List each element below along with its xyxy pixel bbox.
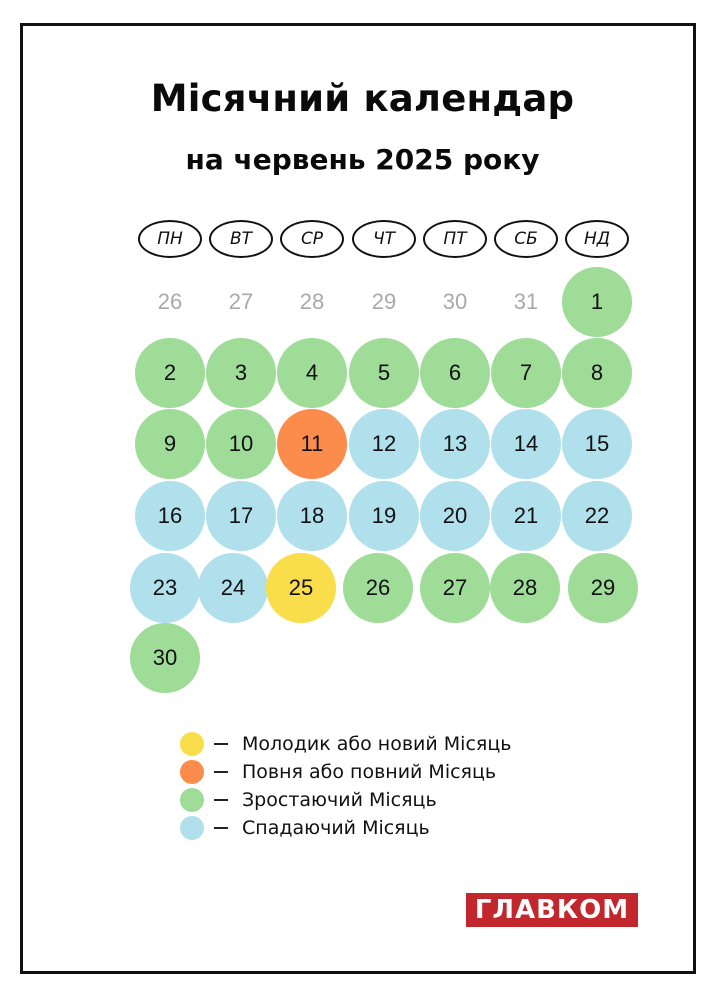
day-cell: 30	[130, 623, 200, 693]
weekday-label: ПТ	[423, 220, 487, 258]
day-cell: 24	[198, 553, 268, 623]
legend-item: Зростаючий Місяць	[180, 786, 511, 814]
legend-item: Повня або повний Місяць	[180, 758, 511, 786]
day-cell: 15	[562, 409, 632, 479]
legend-label: Зростаючий Місяць	[242, 789, 437, 811]
legend: Молодик або новий Місяць Повня або повний…	[180, 730, 511, 842]
day-cell: 10	[206, 409, 276, 479]
day-cell: 28	[490, 553, 560, 623]
day-cell: 21	[491, 481, 561, 551]
page-subtitle: на червень 2025 року	[185, 143, 540, 176]
day-cell: 9	[135, 409, 205, 479]
weekday-label: ЧТ	[352, 220, 416, 258]
weekday-label: НД	[565, 220, 629, 258]
prev-month-day: 29	[371, 289, 397, 314]
legend-item: Спадаючий Місяць	[180, 814, 511, 842]
day-cell: 6	[420, 338, 490, 408]
day-cell: 19	[349, 481, 419, 551]
legend-dot-icon	[180, 816, 204, 840]
day-cell: 4	[277, 338, 347, 408]
day-cell: 2	[135, 338, 205, 408]
weekday-label: ПН	[138, 220, 202, 258]
day-cell: 3	[206, 338, 276, 408]
day-cell: 23	[130, 553, 200, 623]
logo-text: ГЛАВКОМ	[474, 895, 630, 925]
weekday-label: ВТ	[209, 220, 273, 258]
prev-month-day: 30	[442, 289, 468, 314]
legend-label: Спадаючий Місяць	[242, 817, 430, 839]
glavcom-logo: ГЛАВКОМ	[466, 893, 638, 927]
prev-month-day: 31	[513, 289, 539, 314]
prev-month-day: 28	[299, 289, 325, 314]
legend-dash	[214, 827, 228, 829]
day-cell: 17	[206, 481, 276, 551]
legend-label: Молодик або новий Місяць	[242, 733, 512, 755]
legend-dash	[214, 743, 228, 745]
day-cell: 1	[562, 267, 632, 337]
day-cell: 25	[266, 553, 336, 623]
day-cell: 16	[135, 481, 205, 551]
legend-label: Повня або повний Місяць	[242, 761, 497, 783]
day-cell: 12	[349, 409, 419, 479]
page-title: Місячний календар	[150, 77, 575, 120]
weekday-label: СР	[280, 220, 344, 258]
legend-dash	[214, 771, 228, 773]
legend-dot-icon	[180, 760, 204, 784]
legend-dash	[214, 799, 228, 801]
day-cell: 11	[277, 409, 347, 479]
legend-dot-icon	[180, 788, 204, 812]
legend-item: Молодик або новий Місяць	[180, 730, 511, 758]
prev-month-day: 27	[228, 289, 254, 314]
day-cell: 22	[562, 481, 632, 551]
day-cell: 26	[343, 553, 413, 623]
day-cell: 13	[420, 409, 490, 479]
day-cell: 8	[562, 338, 632, 408]
day-cell: 14	[491, 409, 561, 479]
day-cell: 27	[420, 553, 490, 623]
legend-dot-icon	[180, 732, 204, 756]
day-cell: 7	[491, 338, 561, 408]
prev-month-day: 26	[157, 289, 183, 314]
day-cell: 29	[568, 553, 638, 623]
weekday-label: СБ	[494, 220, 558, 258]
day-cell: 20	[420, 481, 490, 551]
day-cell: 18	[277, 481, 347, 551]
day-cell: 5	[349, 338, 419, 408]
